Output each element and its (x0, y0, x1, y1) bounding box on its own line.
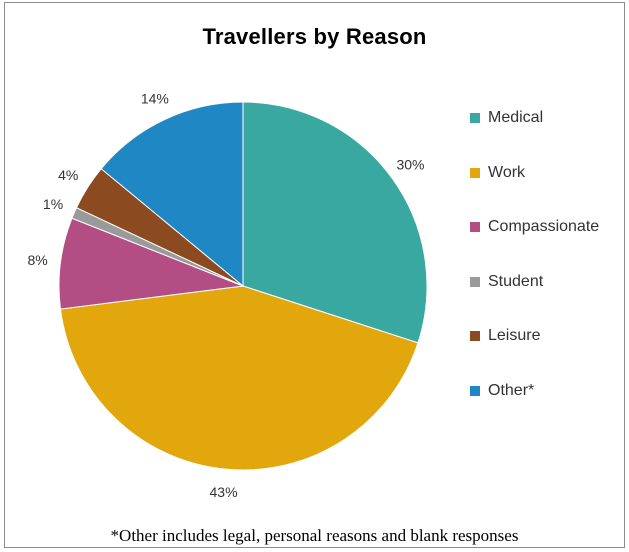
legend-item-medical: Medical (470, 108, 543, 128)
pie-slice-other (100, 101, 244, 288)
data-label-work: 43% (210, 484, 238, 500)
legend-item-other: Other* (470, 381, 534, 401)
legend-item-compassionate: Compassionate (470, 217, 599, 237)
legend-label: Other* (488, 381, 535, 399)
chart-title: Travellers by Reason (202, 24, 427, 49)
data-label-student: 1% (43, 196, 63, 212)
data-label-leisure: 4% (58, 167, 78, 183)
data-label-other: 14% (141, 91, 169, 107)
pie-slice-compassionate (58, 217, 244, 310)
legend-swatch (470, 167, 480, 178)
legend-label: Compassionate (488, 218, 600, 235)
legend-swatch (470, 276, 480, 287)
legend-label: Leisure (488, 327, 541, 344)
legend-label: Medical (488, 109, 544, 126)
legend-item-leisure: Leisure (470, 326, 540, 346)
legend-swatch (470, 385, 480, 396)
legend-item-work: Work (470, 163, 525, 183)
legend-label: Work (488, 163, 526, 181)
pie-slice-medical (242, 101, 428, 344)
data-label-compassionate: 8% (28, 252, 48, 268)
legend-swatch (470, 331, 480, 341)
footnote: *Other includes legal, personal reasons … (110, 526, 519, 545)
data-label-medical: 30% (396, 156, 424, 172)
pie-slice-work (59, 285, 419, 471)
legend-swatch (470, 222, 480, 232)
legend-label: Student (488, 272, 544, 290)
legend-item-student: Student (470, 272, 543, 292)
legend-swatch (470, 113, 480, 123)
